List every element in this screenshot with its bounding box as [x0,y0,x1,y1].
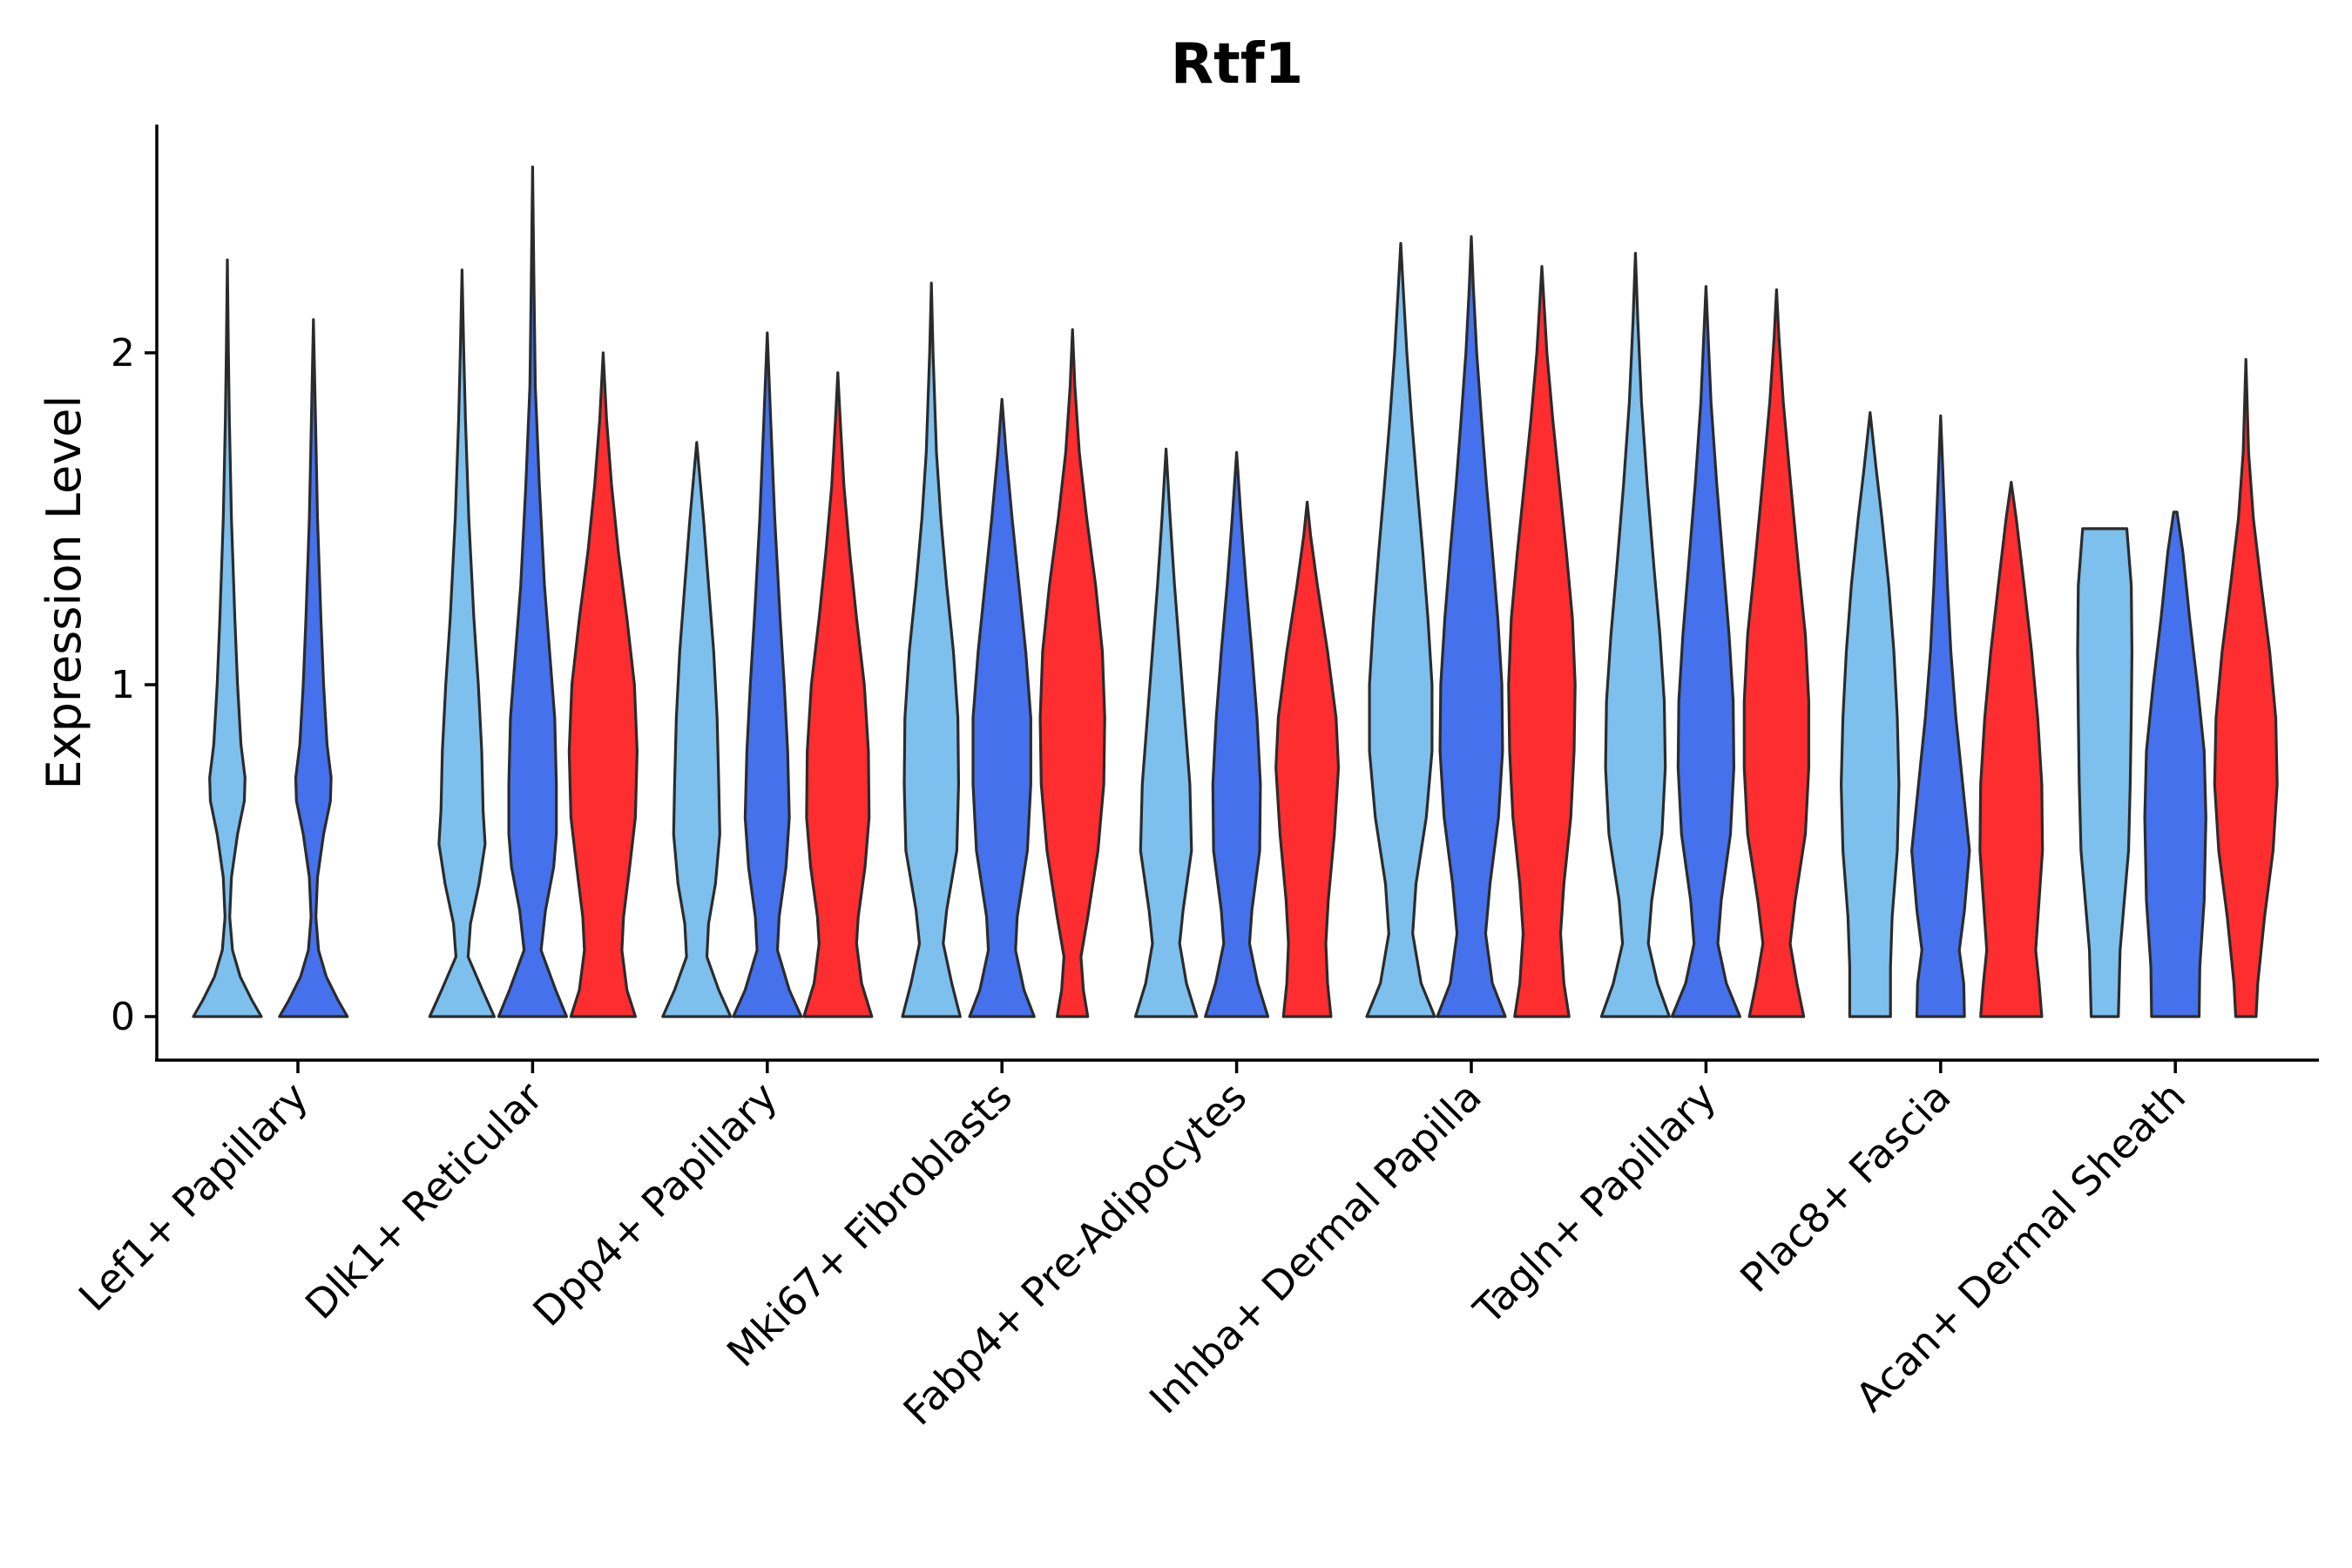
y-tick-label: 1 [111,663,135,707]
violin-sample1 [661,441,733,1018]
violin-layer [192,166,2279,1018]
y-axis-ticks: 0 1 2 [111,331,157,1039]
violin-sample2 [278,318,349,1018]
x-tick-label: Lef1+ Papillary [70,1073,317,1321]
violin-sample2 [1436,235,1507,1018]
x-tick-label: Dpp4+ Papillary [524,1073,786,1335]
violin-sample1 [1840,411,1901,1018]
y-axis-label: Expression Level [37,395,91,790]
violin-sample2 [497,166,568,1018]
violin-sample2 [1910,414,1971,1018]
violin-sample3 [1274,500,1341,1018]
violin-sample3 [1742,288,1810,1018]
violin-sample1 [901,281,962,1018]
violin-sample2 [732,331,803,1018]
y-tick-label: 2 [111,331,135,375]
violin-sample3 [1038,328,1106,1018]
violin-sample2 [1670,285,1741,1018]
violin-sample1 [428,268,496,1018]
violin-sample1 [2076,527,2133,1018]
violin-sample3 [567,351,639,1018]
violin-sample1 [1599,252,1671,1018]
x-tick-label: Dlk1+ Reticular [296,1073,551,1328]
violin-sample1 [192,258,263,1018]
violin-sample2 [1204,450,1270,1018]
violin-sample2 [968,397,1036,1018]
y-tick-label: 0 [111,995,135,1039]
violin-sample1 [1133,447,1199,1018]
x-tick-label: Tagln+ Papillary [1464,1073,1726,1335]
chart-title: Rtf1 [1171,32,1303,97]
violin-sample2 [2143,510,2207,1018]
x-tick-label: Plac8+ Fascia [1731,1073,1959,1301]
violin-sample3 [1507,265,1577,1018]
violin-sample3 [802,371,874,1018]
violin-sample3 [2213,358,2279,1018]
violin-sample1 [1365,241,1436,1018]
violin-sample3 [1978,481,2044,1018]
